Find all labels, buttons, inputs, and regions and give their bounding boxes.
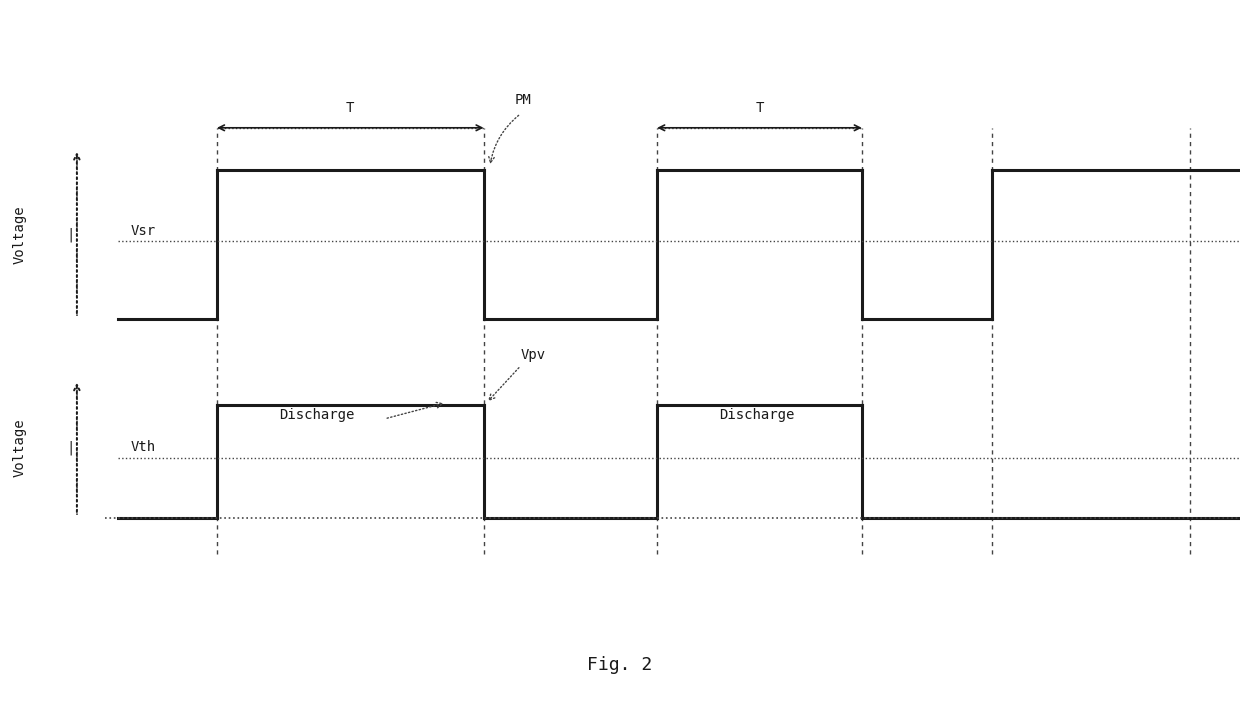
Text: Vth: Vth: [130, 440, 155, 454]
Text: Discharge: Discharge: [719, 408, 795, 422]
Text: Voltage: Voltage: [12, 205, 26, 263]
Text: Vsr: Vsr: [130, 224, 155, 238]
Text: Voltage: Voltage: [12, 418, 26, 476]
Text: |: |: [67, 440, 74, 454]
Text: T: T: [755, 101, 764, 115]
Text: T: T: [346, 101, 355, 115]
Text: |: |: [67, 227, 74, 241]
Text: Fig. 2: Fig. 2: [588, 657, 652, 674]
Text: Discharge: Discharge: [279, 408, 355, 422]
Text: PM: PM: [515, 92, 532, 106]
Text: Vpv: Vpv: [521, 348, 546, 362]
